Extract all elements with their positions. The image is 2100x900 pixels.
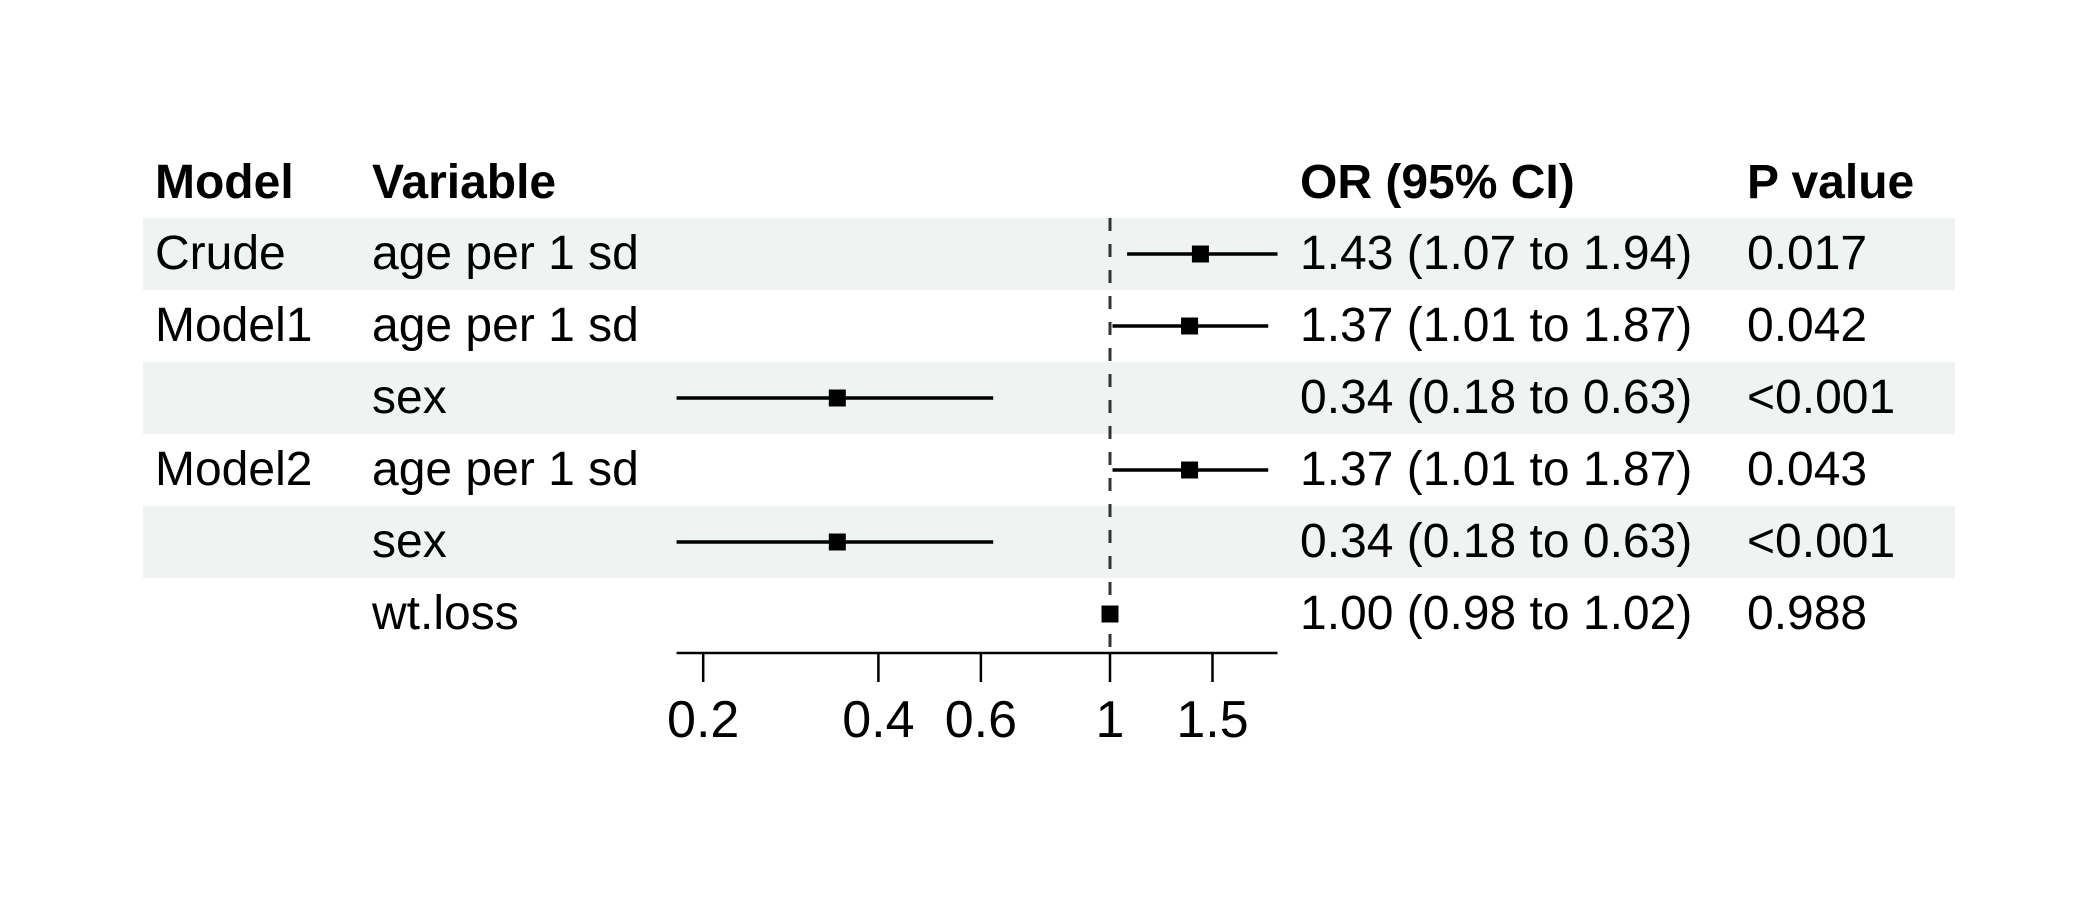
x-axis-tick-label: 1 bbox=[1096, 691, 1125, 749]
row-model-label: Model1 bbox=[155, 299, 313, 352]
x-axis-tick-label: 0.2 bbox=[667, 691, 739, 749]
row-p-value: 0.988 bbox=[1747, 587, 1868, 640]
row-p-value: 0.017 bbox=[1747, 227, 1868, 280]
row-or-ci-value: 0.34 (0.18 to 0.63) bbox=[1300, 515, 1693, 568]
row-variable-label: wt.loss bbox=[372, 587, 519, 640]
table-row: sex 0.34 (0.18 to 0.63) <0.001 bbox=[143, 362, 1955, 434]
x-axis-tick-label: 1.5 bbox=[1176, 691, 1248, 749]
table-row: sex 0.34 (0.18 to 0.63) <0.001 bbox=[143, 506, 1955, 578]
row-variable-label: age per 1 sd bbox=[372, 443, 639, 496]
row-variable-label: sex bbox=[372, 371, 447, 424]
table-row: wt.loss 1.00 (0.98 to 1.02) 0.988 bbox=[143, 578, 1955, 650]
row-or-ci-value: 1.00 (0.98 to 1.02) bbox=[1300, 587, 1693, 640]
table-row: Model1 age per 1 sd 1.37 (1.01 to 1.87) … bbox=[143, 290, 1955, 362]
row-or-ci-value: 1.37 (1.01 to 1.87) bbox=[1300, 443, 1693, 496]
table-row: Crude age per 1 sd 1.43 (1.07 to 1.94) 0… bbox=[143, 218, 1955, 290]
column-header-or-ci: OR (95% CI) bbox=[1300, 156, 1575, 209]
column-header-model: Model bbox=[155, 156, 294, 209]
row-variable-label: sex bbox=[372, 515, 447, 568]
row-variable-label: age per 1 sd bbox=[372, 299, 639, 352]
row-or-ci-value: 1.43 (1.07 to 1.94) bbox=[1300, 227, 1693, 280]
row-model-label: Crude bbox=[155, 227, 286, 280]
table-row: Model2 age per 1 sd 1.37 (1.01 to 1.87) … bbox=[143, 434, 1955, 506]
column-header-p-value: P value bbox=[1747, 156, 1915, 209]
row-p-value: <0.001 bbox=[1747, 371, 1896, 424]
row-or-ci-value: 1.37 (1.01 to 1.87) bbox=[1300, 299, 1693, 352]
row-model-label: Model2 bbox=[155, 443, 313, 496]
row-variable-label: age per 1 sd bbox=[372, 227, 639, 280]
column-header-variable: Variable bbox=[372, 156, 557, 209]
row-p-value: 0.043 bbox=[1747, 443, 1868, 496]
x-axis-tick-label: 0.6 bbox=[945, 691, 1017, 749]
x-axis-tick-label: 0.4 bbox=[842, 691, 914, 749]
row-or-ci-value: 0.34 (0.18 to 0.63) bbox=[1300, 371, 1693, 424]
table-header: Model Variable OR (95% CI) P value bbox=[143, 147, 1955, 218]
row-p-value: 0.042 bbox=[1747, 299, 1868, 352]
row-p-value: <0.001 bbox=[1747, 515, 1896, 568]
